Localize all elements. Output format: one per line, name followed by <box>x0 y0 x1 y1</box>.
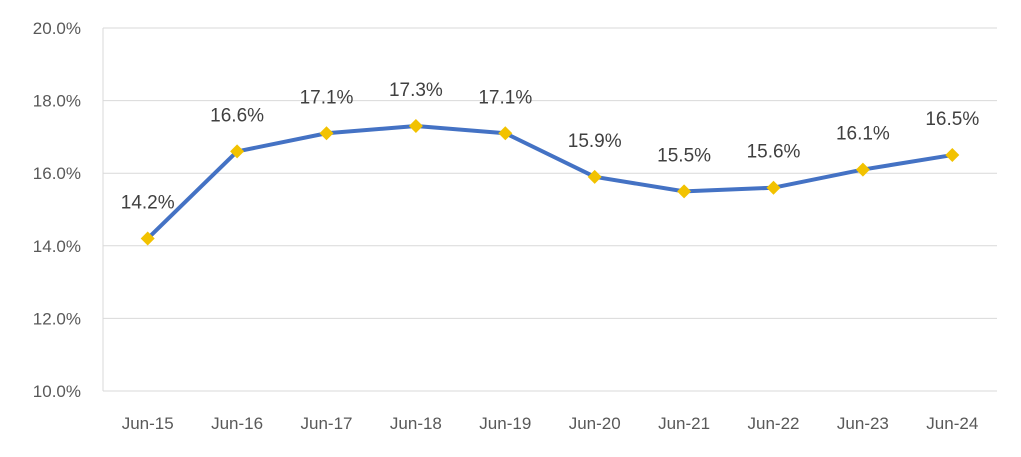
y-tick-label: 12.0% <box>33 309 81 328</box>
data-label: 17.3% <box>389 80 443 101</box>
data-point-marker <box>408 119 423 134</box>
data-point-marker <box>140 231 155 246</box>
x-tick-label: Jun-21 <box>658 414 710 433</box>
y-axis-ticks: 10.0% 12.0% 14.0% 16.0% 18.0% 20.0% <box>33 19 81 401</box>
x-tick-label: Jun-24 <box>926 414 978 433</box>
y-tick-label: 14.0% <box>33 237 81 256</box>
data-point-marker <box>855 162 870 177</box>
data-point-marker <box>319 126 334 141</box>
x-tick-label: Jun-17 <box>301 414 353 433</box>
x-tick-label: Jun-19 <box>479 414 531 433</box>
y-tick-label: 16.0% <box>33 164 81 183</box>
data-label: 16.5% <box>925 109 979 130</box>
x-tick-label: Jun-16 <box>211 414 263 433</box>
y-tick-label: 18.0% <box>33 92 81 111</box>
data-label: 14.2% <box>121 193 175 214</box>
x-tick-label: Jun-23 <box>837 414 889 433</box>
y-tick-label: 10.0% <box>33 382 81 401</box>
data-point-marker <box>498 126 513 141</box>
data-label: 16.1% <box>836 124 890 145</box>
x-tick-label: Jun-18 <box>390 414 442 433</box>
x-tick-label: Jun-15 <box>122 414 174 433</box>
data-label: 15.5% <box>657 145 711 166</box>
markers-group <box>140 119 960 246</box>
data-label: 15.9% <box>568 131 622 152</box>
series-line <box>145 124 955 241</box>
x-tick-label: Jun-22 <box>748 414 800 433</box>
data-point-marker <box>945 148 960 163</box>
data-point-marker <box>587 169 602 184</box>
gridlines <box>102 27 997 392</box>
data-label: 17.1% <box>478 87 532 108</box>
y-tick-label: 20.0% <box>33 19 81 38</box>
data-point-marker <box>766 180 781 195</box>
series-group <box>145 124 955 241</box>
data-labels-group: 14.2% 16.6% 17.1% 17.3% 17.1% 15.9% 15.5% 15.6%… <box>121 80 980 214</box>
data-point-marker <box>230 144 245 159</box>
data-label: 15.6% <box>747 142 801 163</box>
x-axis-ticks: Jun-15 Jun-16 Jun-17 Jun-18 Jun-19 Jun-20 Jun-… <box>122 414 979 433</box>
x-tick-label: Jun-20 <box>569 414 621 433</box>
data-label: 16.6% <box>210 105 264 126</box>
data-point-marker <box>677 184 692 199</box>
data-label: 17.1% <box>300 87 354 108</box>
